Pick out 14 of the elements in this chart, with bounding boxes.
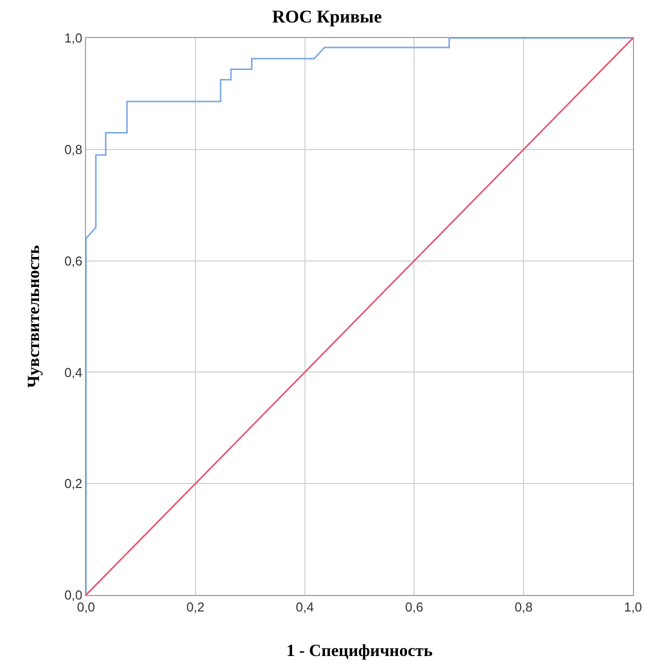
x-tick-label: 0,8	[514, 600, 533, 615]
y-axis-title: Чувствительность	[24, 245, 43, 388]
chart-title: ROC Кривые	[272, 6, 382, 27]
x-tick-label: 1,0	[624, 600, 642, 615]
y-tick-label: 0,6	[64, 253, 82, 268]
x-tick-label: 0,6	[405, 600, 424, 615]
x-tick-label: 0,4	[296, 600, 314, 615]
y-tick-label: 0,8	[64, 142, 82, 157]
y-tick-label: 0,4	[64, 364, 82, 380]
y-tick-label: 0,2	[64, 476, 82, 492]
line-series	[86, 38, 633, 595]
x-tick-label: 0,2	[186, 600, 204, 615]
y-tick-label: 1,0	[64, 30, 82, 46]
x-axis-title: 1 - Специфичность	[286, 641, 433, 660]
